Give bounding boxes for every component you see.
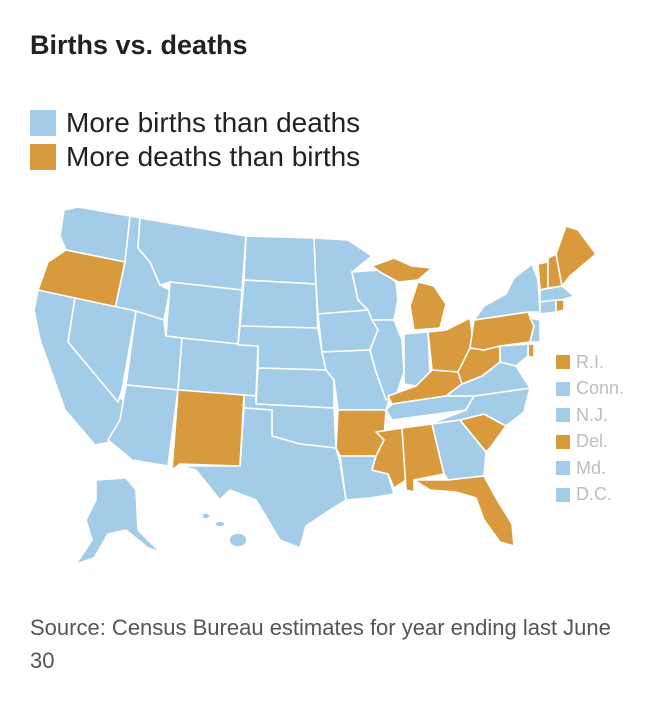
swatch-ri	[556, 355, 570, 370]
legend-swatch-deaths	[30, 144, 56, 170]
state-connecticut	[539, 299, 557, 315]
state-north-dakota	[243, 235, 317, 285]
small-states-legend: R.I. Conn. N.J. Del. Md. D.C.	[556, 349, 624, 508]
small-state-dc: D.C.	[556, 482, 624, 509]
us-map	[33, 206, 597, 565]
state-vermont	[537, 261, 549, 291]
small-state-nj: N.J.	[556, 402, 624, 429]
state-maine	[555, 225, 597, 287]
state-south-dakota	[239, 279, 319, 333]
state-new-mexico	[171, 389, 245, 471]
state-texas	[179, 407, 347, 549]
state-hawaii	[201, 512, 248, 548]
state-maryland	[499, 343, 529, 367]
swatch-dc	[556, 487, 570, 502]
state-colorado	[177, 337, 259, 397]
state-michigan-upper	[371, 257, 433, 283]
legend-item-births: More births than deaths	[30, 106, 360, 140]
state-pennsylvania	[469, 311, 535, 351]
state-kansas	[255, 367, 335, 409]
state-wyoming	[165, 281, 243, 346]
label-md: Md.	[576, 457, 607, 478]
state-massachusetts	[539, 285, 575, 303]
label-ri: R.I.	[576, 351, 605, 372]
label-conn: Conn.	[576, 378, 625, 399]
label-nj: N.J.	[576, 404, 609, 425]
label-dc: D.C.	[576, 484, 612, 505]
swatch-nj	[556, 408, 570, 423]
state-nevada	[67, 297, 137, 403]
state-michigan	[409, 281, 447, 331]
state-delaware	[527, 343, 535, 359]
state-new-jersey	[529, 317, 541, 343]
state-new-york	[473, 263, 541, 321]
legend-label-deaths: More deaths than births	[66, 141, 361, 172]
source-note: Source: Census Bureau estimates for year…	[30, 615, 611, 673]
legend-swatch-births	[30, 110, 56, 136]
state-iowa	[317, 309, 379, 353]
small-state-md: Md.	[556, 455, 624, 482]
legend: More births than deaths More deaths than…	[30, 106, 360, 174]
small-state-del: Del.	[556, 429, 624, 456]
swatch-del	[556, 434, 570, 449]
small-state-conn: Conn.	[556, 376, 624, 403]
state-florida	[413, 475, 515, 547]
legend-label-births: More births than deaths	[66, 107, 361, 138]
legend-item-deaths: More deaths than births	[30, 140, 360, 174]
chart-title: Births vs. deaths	[30, 30, 248, 60]
label-del: Del.	[576, 431, 609, 452]
state-alaska	[75, 477, 161, 565]
small-state-ri: R.I.	[556, 349, 624, 376]
swatch-md	[556, 461, 570, 476]
state-rhode-island	[555, 299, 565, 313]
swatch-conn	[556, 381, 570, 396]
